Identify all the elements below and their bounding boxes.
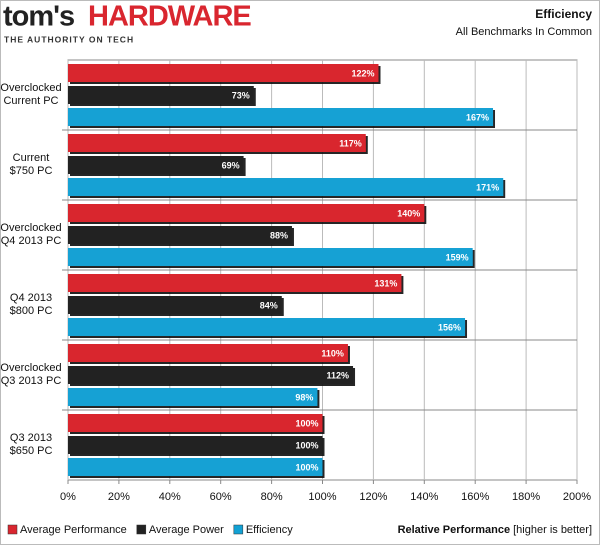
legend-label: Average Performance xyxy=(20,524,127,536)
legend-label: Average Power xyxy=(149,524,224,536)
value-label: 88% xyxy=(270,230,288,240)
x-tick-label: 140% xyxy=(410,491,438,503)
category-label: Q4 2013 $800 PC xyxy=(9,292,53,317)
legend-swatch xyxy=(233,524,244,535)
bar xyxy=(68,64,379,82)
category-label: Overclocked Q3 2013 PC xyxy=(0,362,62,387)
chart-subtitle: All Benchmarks In Common xyxy=(456,26,592,38)
x-tick-label: 0% xyxy=(60,491,76,503)
x-tick-label: 200% xyxy=(563,491,591,503)
category-label: Overclocked Current PC xyxy=(0,82,62,107)
value-label: 69% xyxy=(222,160,240,170)
x-tick-label: 40% xyxy=(159,491,181,503)
value-label: 117% xyxy=(339,138,362,148)
x-tick-label: 60% xyxy=(210,491,232,503)
value-label: 131% xyxy=(374,278,397,288)
bar xyxy=(68,248,473,266)
tagline: THE AUTHORITY ON TECH xyxy=(4,34,134,44)
x-tick-label: 160% xyxy=(461,491,489,503)
bar xyxy=(68,134,366,152)
bar xyxy=(68,156,244,174)
logo-upper: HARDWARE xyxy=(88,1,251,33)
value-label: 156% xyxy=(438,322,461,332)
x-axis-title: Relative Performance [higher is better] xyxy=(398,524,592,536)
bar xyxy=(68,204,425,222)
bar xyxy=(68,296,282,314)
chart-title: Efficiency xyxy=(535,7,592,21)
value-label: 84% xyxy=(260,300,278,310)
logo-lower: tom's xyxy=(3,1,74,33)
category-label: Current $750 PC xyxy=(9,152,53,177)
category-label: Q3 2013 $650 PC xyxy=(9,432,53,457)
value-label: 167% xyxy=(466,112,489,122)
category-label: Overclocked Q4 2013 PC xyxy=(0,222,62,247)
bar xyxy=(68,436,323,454)
value-label: 100% xyxy=(295,440,318,450)
bar xyxy=(68,318,466,336)
x-tick-label: 80% xyxy=(261,491,283,503)
value-label: 122% xyxy=(351,68,374,78)
value-label: 73% xyxy=(232,90,250,100)
bar xyxy=(68,388,318,406)
x-axis-label: Relative Performance xyxy=(398,524,511,536)
value-label: 112% xyxy=(327,370,350,380)
legend-swatch xyxy=(7,524,18,535)
value-label: 98% xyxy=(295,392,313,402)
value-label: 171% xyxy=(476,182,499,192)
bar xyxy=(68,86,254,104)
bar xyxy=(68,108,494,126)
x-axis-note: [higher is better] xyxy=(513,524,592,536)
legend-label: Efficiency xyxy=(246,524,293,536)
x-tick-label: 20% xyxy=(108,491,130,503)
value-label: 140% xyxy=(397,208,420,218)
bar xyxy=(68,458,323,476)
legend-swatch xyxy=(136,524,147,535)
value-label: 159% xyxy=(446,252,469,262)
bar xyxy=(68,178,504,196)
x-tick-label: 120% xyxy=(359,491,387,503)
bar xyxy=(68,226,292,244)
value-label: 100% xyxy=(295,462,318,472)
bar xyxy=(68,414,323,432)
bar xyxy=(68,366,354,384)
value-label: 110% xyxy=(321,348,344,358)
bar xyxy=(68,344,348,362)
value-label: 100% xyxy=(295,418,318,428)
x-tick-label: 180% xyxy=(512,491,540,503)
x-tick-label: 100% xyxy=(308,491,336,503)
bar xyxy=(68,274,402,292)
